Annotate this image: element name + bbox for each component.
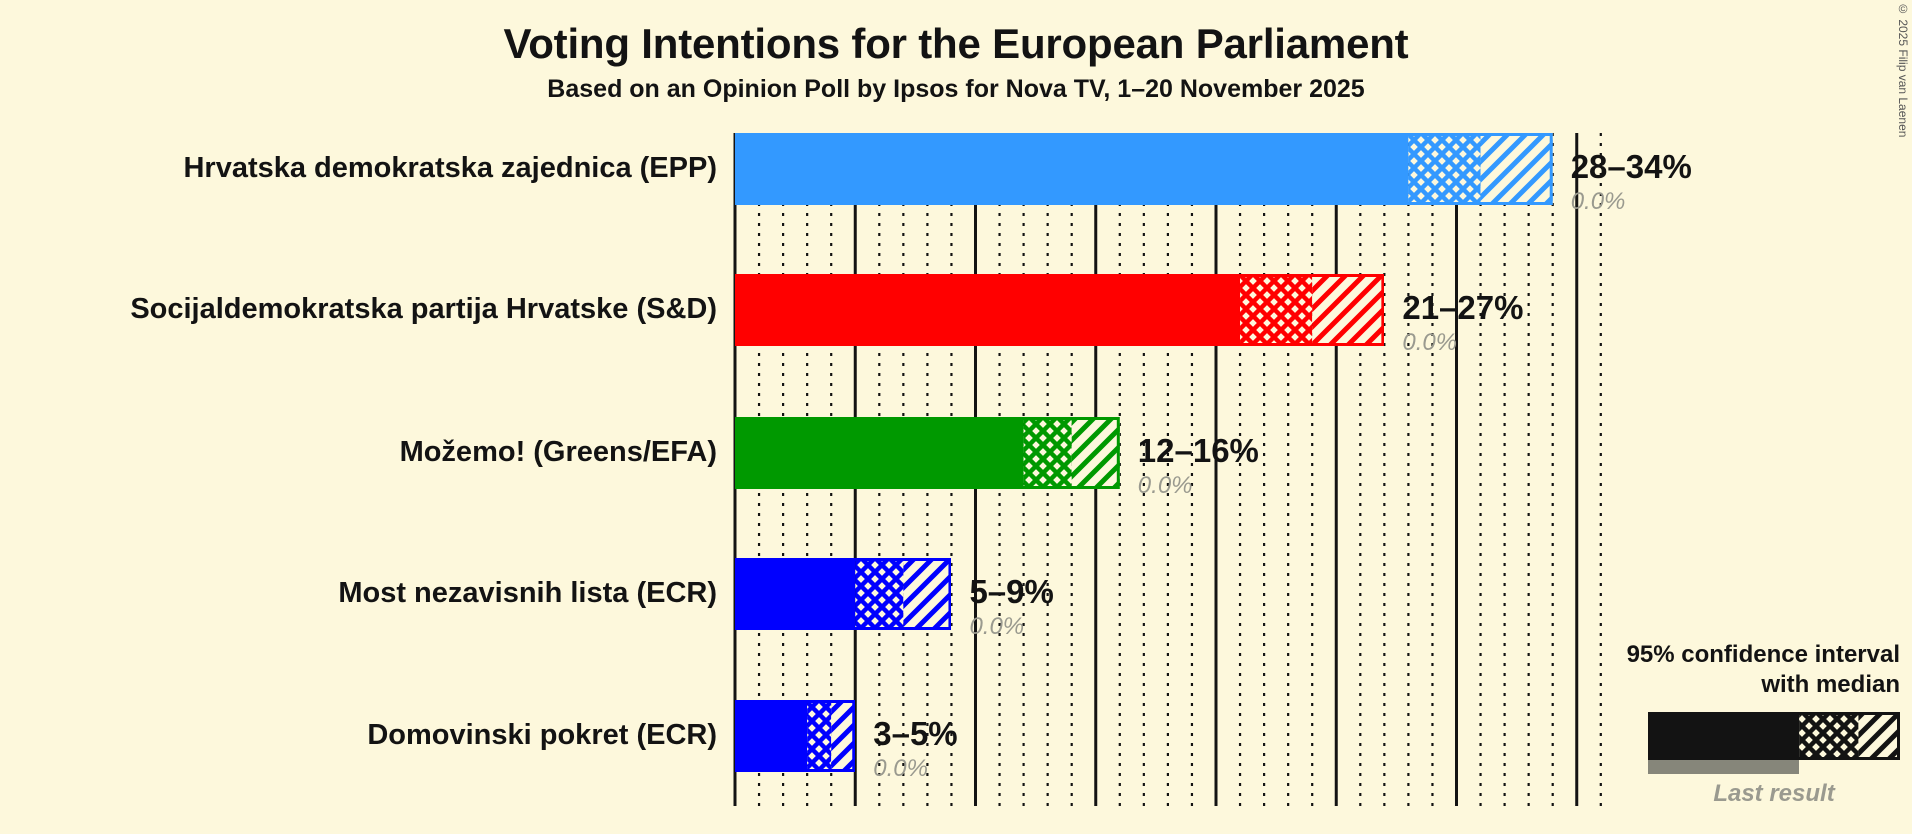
bar-2 — [735, 274, 1385, 346]
legend-line-1: 95% confidence interval — [1626, 641, 1900, 668]
bar-3 — [735, 417, 1120, 489]
legend-line-2: with median — [1761, 671, 1900, 698]
last-result-label-3: 0.0% — [1137, 472, 1193, 499]
bar-5 — [735, 700, 856, 772]
value-label-3: 12–16% — [1137, 432, 1259, 469]
last-result-label-4: 0.0% — [969, 613, 1025, 640]
party-label-5: Domovinski pokret (ECR) — [367, 719, 717, 751]
bar-1 — [735, 133, 1553, 205]
value-label-2: 21–27% — [1402, 289, 1524, 326]
party-label-3: Možemo! (Greens/EFA) — [399, 436, 717, 468]
value-label-1: 28–34% — [1570, 148, 1692, 185]
bar-shape — [735, 133, 1553, 205]
last-result-label-5: 0.0% — [873, 755, 928, 782]
legend-last-result-label: Last result — [1713, 780, 1835, 807]
bar-shape — [735, 558, 952, 630]
bar-4 — [735, 558, 952, 630]
legend-last-result-bar — [1648, 760, 1800, 774]
legend-caption: 95% confidence interval with median — [1627, 640, 1900, 700]
page-subtitle: Based on an Opinion Poll by Ipsos for No… — [547, 75, 1365, 103]
value-label-4: 5–9% — [969, 573, 1054, 610]
party-label-4: Most nezavisnih lista (ECR) — [338, 577, 717, 609]
party-label-2: Socijaldemokratska partija Hrvatske (S&D… — [130, 293, 717, 325]
legend-sample-bar — [1648, 712, 1900, 760]
last-result-label-1: 0.0% — [1570, 188, 1626, 215]
party-label-1: Hrvatska demokratska zajednica (EPP) — [183, 152, 717, 184]
last-result-label-2: 0.0% — [1402, 329, 1458, 356]
copyright-notice: © 2025 Filip van Laenen — [1896, 2, 1910, 138]
bar-shape — [735, 417, 1120, 489]
page-title: Voting Intentions for the European Parli… — [503, 20, 1409, 67]
bar-shape — [735, 700, 856, 772]
bar-shape — [735, 274, 1385, 346]
value-label-5: 3–5% — [873, 715, 958, 752]
